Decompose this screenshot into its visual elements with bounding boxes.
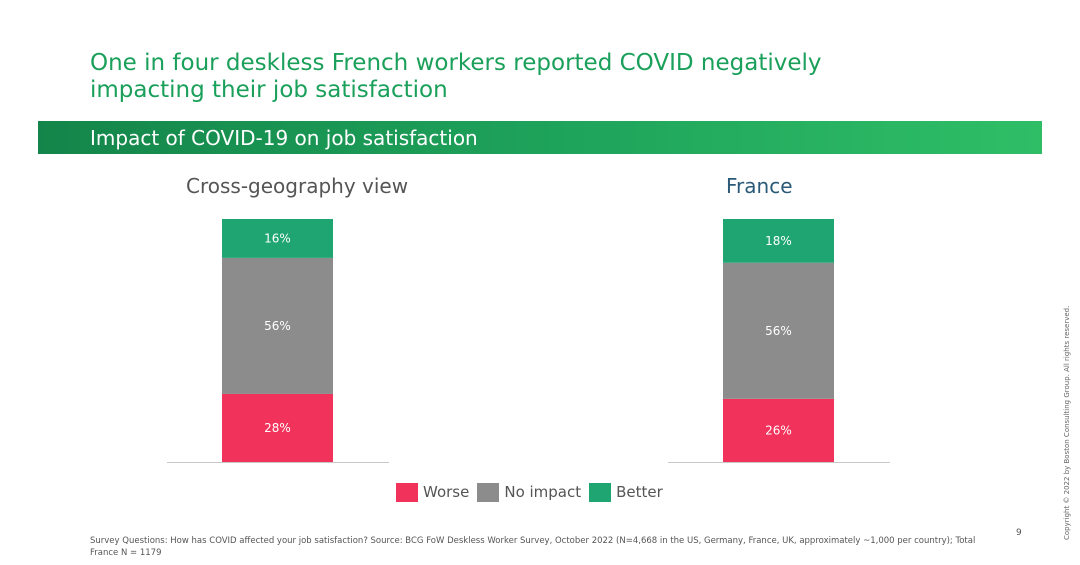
chart-title-cross-geography: Cross-geography view xyxy=(186,174,409,198)
bar-france-better xyxy=(723,219,834,263)
legend-label-better: Better xyxy=(616,483,663,501)
legend-swatch-better xyxy=(589,482,612,502)
bar-france-worse xyxy=(723,398,834,462)
legend-swatch-no-impact xyxy=(477,482,500,502)
legend-item-worse: Worse xyxy=(396,482,470,502)
bar-cross-worse xyxy=(222,393,333,462)
section-header-label: Impact of COVID-19 on job satisfaction xyxy=(90,126,478,150)
legend: Worse No impact Better xyxy=(396,482,671,502)
legend-label-worse: Worse xyxy=(423,483,470,501)
legend-item-better: Better xyxy=(589,482,663,502)
page-number: 9 xyxy=(1016,528,1022,538)
data-label-france-no-impact: 56% xyxy=(765,324,792,338)
copyright-notice: Copyright © 2022 by Boston Consulting Gr… xyxy=(1063,305,1071,540)
bar-france-no-impact xyxy=(723,262,834,399)
section-header-bar: Impact of COVID-19 on job satisfaction xyxy=(38,121,1042,154)
bar-cross-better xyxy=(222,219,333,258)
chart-title-france: France xyxy=(726,174,793,198)
legend-label-no-impact: No impact xyxy=(504,483,582,501)
page-title: One in four deskless French workers repo… xyxy=(90,50,822,103)
data-label-france-better: 18% xyxy=(765,234,792,248)
data-label-france-worse: 26% xyxy=(765,423,792,437)
footnote: Survey Questions: How has COVID affected… xyxy=(90,536,976,558)
data-label-cross-worse: 28% xyxy=(264,421,291,435)
legend-swatch-worse xyxy=(396,482,418,502)
data-label-cross-no-impact: 56% xyxy=(264,319,291,333)
legend-item-no-impact: No impact xyxy=(477,482,582,502)
bar-cross-no-impact xyxy=(222,257,333,394)
data-label-cross-better: 16% xyxy=(264,231,291,245)
